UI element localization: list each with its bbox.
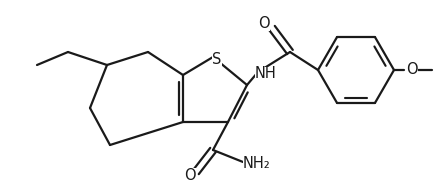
Text: NH: NH bbox=[255, 67, 277, 82]
Text: O: O bbox=[258, 15, 270, 30]
Text: O: O bbox=[184, 168, 196, 183]
Text: O: O bbox=[406, 62, 418, 77]
Text: S: S bbox=[212, 52, 222, 67]
Text: NH₂: NH₂ bbox=[243, 156, 271, 171]
